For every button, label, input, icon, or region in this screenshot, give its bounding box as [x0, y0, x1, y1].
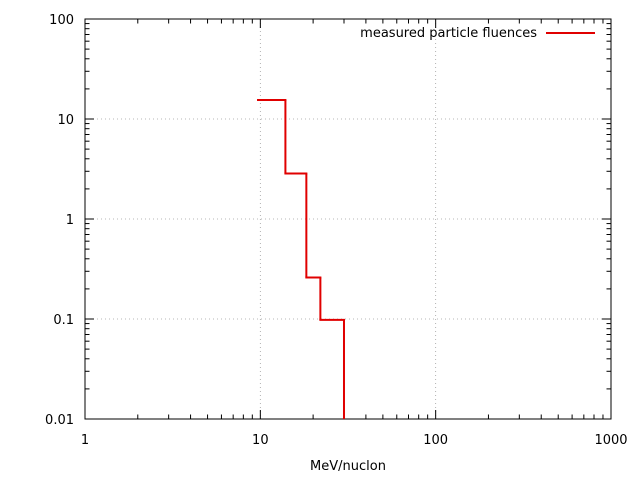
plot-frame [84, 18, 612, 420]
series-layer [257, 98, 345, 419]
minor-ticks [85, 19, 611, 419]
major-ticks [84, 18, 612, 420]
grid [85, 19, 611, 419]
x-tick-label: 100 [423, 433, 448, 448]
x-axis-label: MeV/nuclon [310, 459, 386, 474]
y-tick-label: 10 [57, 113, 74, 128]
y-tick-label: 0.1 [53, 313, 74, 328]
x-tick-label: 10 [252, 433, 269, 448]
legend: measured particle fluences [360, 26, 595, 41]
x-tick-label: 1 [81, 433, 89, 448]
x-tick-label: 1000 [594, 433, 627, 448]
legend-label: measured particle fluences [360, 26, 537, 41]
y-tick-labels: 0.01 0.1 1 10 100 [45, 13, 74, 428]
x-tick-labels: 1 10 100 1000 [81, 433, 628, 448]
y-tick-label: 0.01 [45, 413, 74, 428]
y-tick-label: 1 [66, 213, 74, 228]
series-measured-particle-fluences [257, 98, 345, 419]
y-tick-label: 100 [49, 13, 74, 28]
